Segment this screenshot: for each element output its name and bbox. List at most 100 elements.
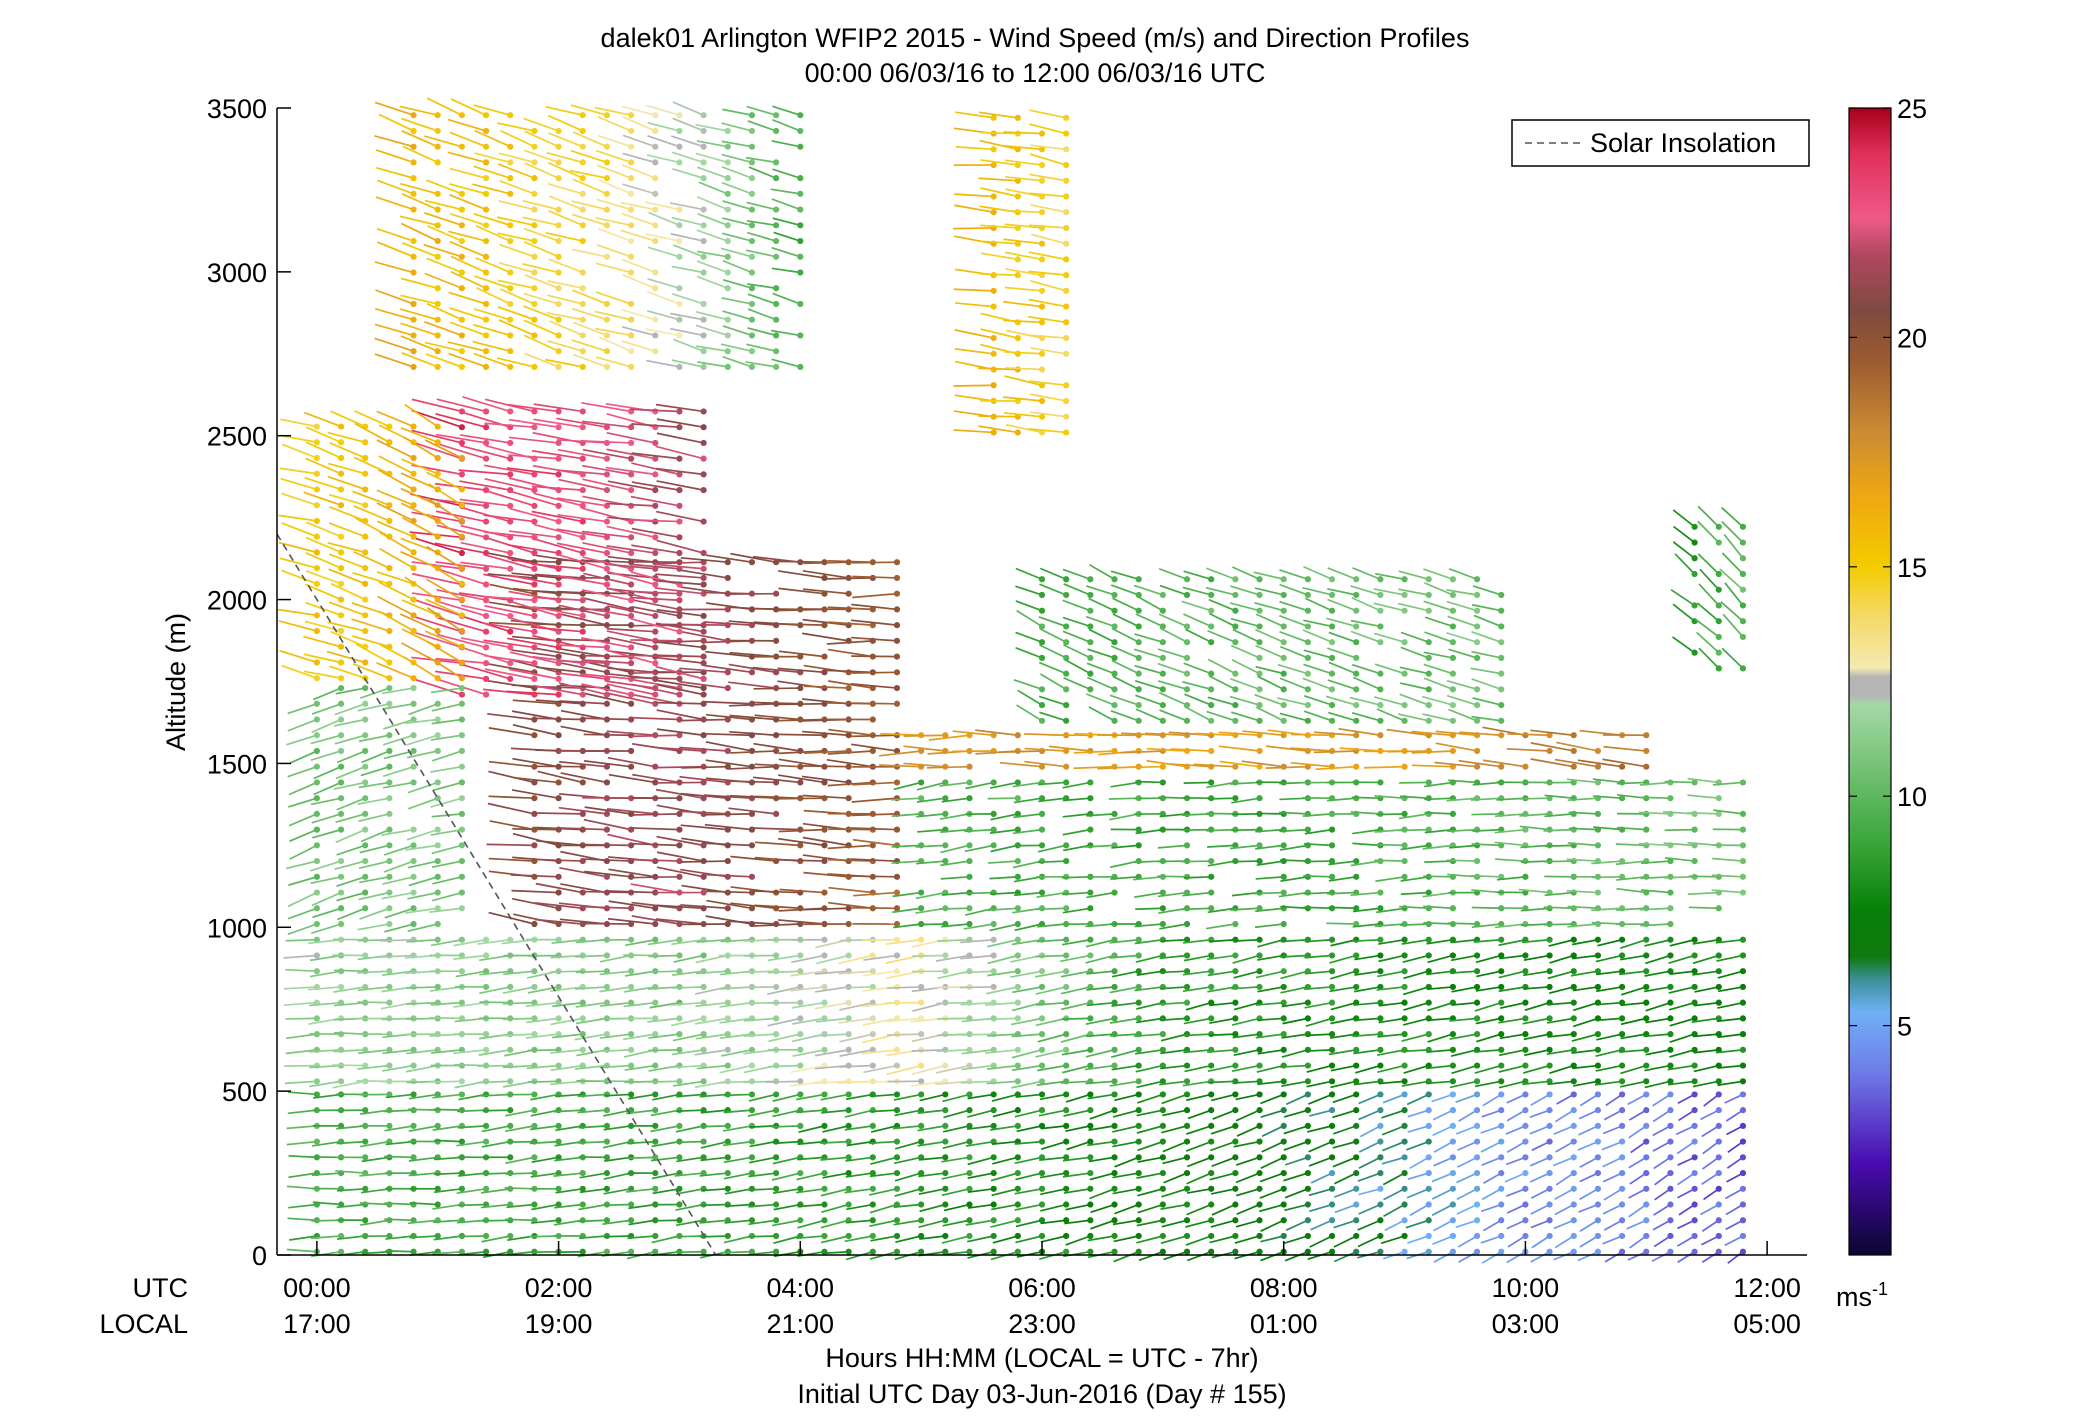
wind-barb — [310, 1232, 345, 1240]
wind-barb-dot — [1473, 1062, 1481, 1069]
wind-barb-dot — [724, 857, 731, 865]
wind-barb-dot — [458, 1078, 466, 1085]
wind-barb-dot — [1667, 1201, 1674, 1208]
wind-barb-dot — [1449, 952, 1457, 959]
wind-barb-dot — [1715, 1091, 1722, 1098]
wind-barb-dot — [1111, 968, 1118, 975]
wind-barb-dot — [1014, 1078, 1021, 1085]
wind-barb-dot — [1328, 936, 1336, 943]
wind-barb-dot — [1570, 1107, 1577, 1114]
wind-barb-dot — [1328, 1201, 1336, 1208]
wind-barb-dot — [1328, 1217, 1336, 1224]
wind-barb-shaft — [478, 1064, 511, 1068]
wind-barb-dot — [869, 1031, 876, 1038]
wind-barb — [1039, 1169, 1070, 1179]
wind-barb-dot — [724, 574, 731, 582]
wind-barb-dot — [313, 1091, 320, 1098]
wind-barb-dot — [1739, 983, 1747, 991]
wind-barb — [336, 1185, 369, 1192]
wind-barb — [698, 1122, 731, 1129]
wind-barb — [603, 1107, 635, 1117]
wind-barb-shaft — [749, 1140, 777, 1148]
wind-barb-shaft — [676, 1109, 704, 1113]
wind-barb-dot — [893, 700, 901, 707]
wind-barb-dot — [579, 1201, 586, 1208]
wind-barb-dot — [1208, 1201, 1215, 1208]
wind-barb-dot — [482, 1046, 490, 1053]
wind-barb-shaft — [742, 986, 777, 989]
wind-barb-dot — [1014, 968, 1021, 975]
wind-barb — [1016, 1122, 1046, 1133]
wind-barb-shaft — [699, 1219, 728, 1224]
wind-barb-shaft — [502, 1017, 535, 1021]
wind-barb — [1015, 1091, 1046, 1098]
wind-barb-dot — [1594, 1107, 1602, 1114]
wind-barb-dot — [1473, 1217, 1481, 1224]
wind-barb-shaft — [991, 1140, 1018, 1145]
wind-barb-dot — [458, 471, 466, 478]
wind-barb-dot — [1159, 1122, 1166, 1129]
wind-barb — [385, 1248, 417, 1255]
wind-barb-shaft — [428, 1080, 462, 1083]
wind-barb-dot — [676, 1217, 683, 1224]
wind-barb-shaft — [722, 1140, 753, 1147]
wind-barb-shaft — [456, 1140, 487, 1147]
wind-barb-dot — [1473, 1107, 1481, 1114]
wind-barb-dot — [797, 1169, 804, 1177]
wind-barb-dot — [1691, 983, 1698, 991]
wind-barb-dot — [555, 1122, 562, 1129]
wind-barb-dot — [845, 606, 852, 613]
wind-barb-dot — [1183, 1107, 1191, 1114]
wind-barb-dot — [386, 999, 393, 1006]
wind-barb-dot — [1739, 1091, 1747, 1098]
wind-barb — [844, 1185, 876, 1194]
wind-barb-dot — [1353, 952, 1360, 959]
wind-barb-dot — [1087, 1015, 1094, 1022]
wind-barb-dot — [966, 1122, 973, 1129]
wind-barb-dot — [434, 936, 441, 943]
wind-barb-shaft — [579, 1187, 608, 1194]
wind-barb-dot — [1304, 1107, 1311, 1114]
wind-barb-dot — [1425, 1154, 1432, 1161]
wind-barb-dot — [1038, 1185, 1046, 1192]
wind-barb — [625, 1185, 659, 1193]
wind-barb-shaft — [894, 1109, 922, 1117]
wind-barb — [676, 1154, 707, 1163]
wind-barb-dot — [1256, 1185, 1263, 1192]
wind-barb-dot — [1401, 1107, 1408, 1114]
wind-barb-shaft — [674, 1250, 704, 1254]
wind-barb — [919, 1201, 949, 1213]
wind-barb — [892, 1122, 925, 1130]
wind-barb-dot — [1401, 1138, 1408, 1145]
wind-barb-shaft — [820, 1219, 849, 1229]
wind-barb-dot — [845, 1078, 852, 1085]
wind-barb-dot — [1594, 1217, 1602, 1224]
wind-barb-dot — [1304, 1185, 1311, 1192]
wind-barb-dot — [1449, 1091, 1457, 1098]
wind-barb-shaft — [796, 1187, 825, 1194]
wind-barb-dot — [1159, 1201, 1166, 1208]
wind-barb-dot — [1232, 1122, 1239, 1129]
wind-barb-dot — [1618, 1062, 1626, 1069]
wind-barb-shaft — [700, 1156, 728, 1162]
wind-barb-dot — [1063, 1138, 1070, 1145]
wind-barb-dot — [1643, 983, 1650, 991]
wind-barb — [627, 1169, 659, 1177]
wind-barb-dot — [531, 1122, 538, 1129]
wind-barb-dot — [1546, 1154, 1553, 1161]
wind-barb-dot — [1377, 1015, 1384, 1022]
wind-barb-dot — [1038, 1062, 1046, 1069]
wind-barb-dot — [1570, 968, 1577, 975]
wind-barb-dot — [676, 826, 683, 833]
wind-barb — [797, 1217, 828, 1229]
wind-barb-dot — [893, 574, 901, 582]
wind-barb — [917, 1107, 949, 1114]
wind-barb-shaft — [284, 1064, 317, 1068]
wind-barb-shaft — [796, 1109, 825, 1114]
wind-barb-shaft — [966, 1125, 994, 1131]
wind-barb-dot — [893, 1046, 901, 1053]
wind-barb-shaft — [529, 1125, 559, 1131]
wind-barb — [941, 1185, 973, 1197]
wind-barb-dot — [1014, 1154, 1021, 1161]
